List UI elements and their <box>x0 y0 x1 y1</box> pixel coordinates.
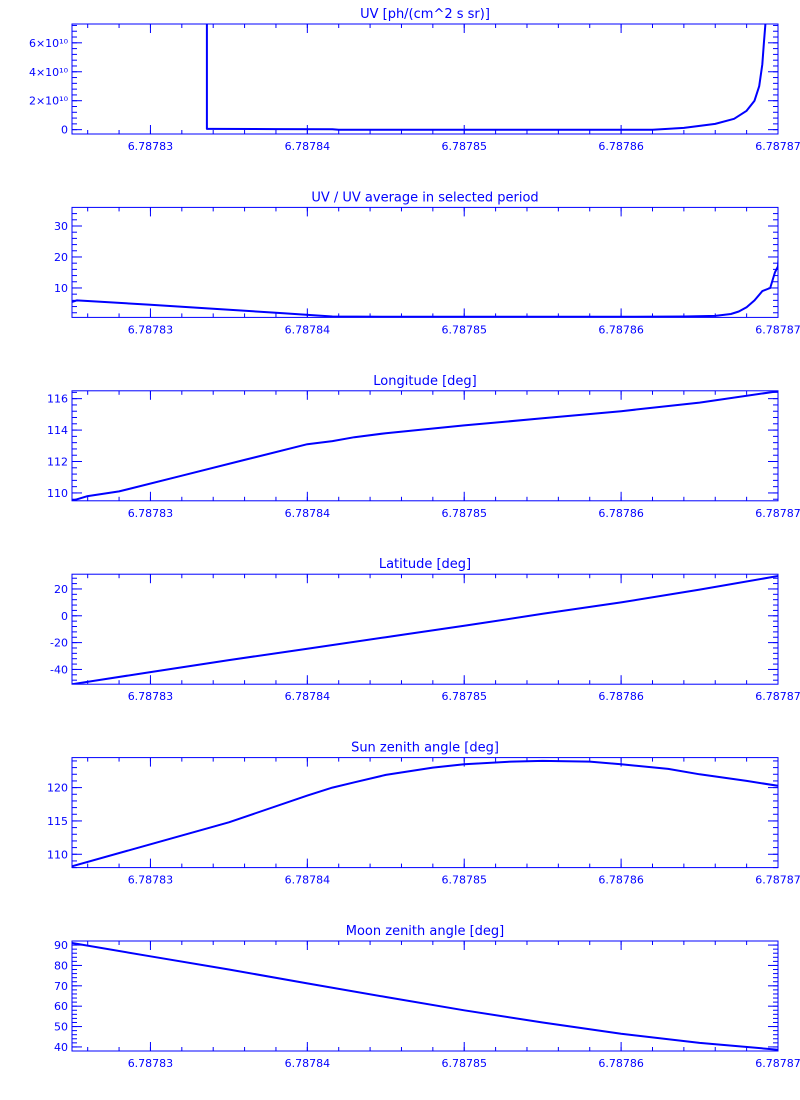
y-tick-label: 116 <box>47 393 68 406</box>
y-tick-label: 2×10¹⁰ <box>29 95 69 108</box>
chart-panel-5: Sun zenith angle [deg] 6.78783 6.78784 6.78… <box>47 741 800 887</box>
series-line <box>72 575 778 685</box>
y-tick-label: 30 <box>54 220 68 233</box>
x-tick-label: 6.78787 <box>755 1057 800 1070</box>
chart-panel-1: UV [ph/(cm^2 s sr)] 6.78783 6.78784 6.78785… <box>29 7 800 153</box>
y-tick-label: 4×10¹⁰ <box>29 66 69 79</box>
x-tick-label: 6.78784 <box>285 874 331 887</box>
y-tick-label: 120 <box>47 782 68 795</box>
x-tick-label: 6.78784 <box>285 507 331 520</box>
series-line <box>72 759 778 868</box>
x-tick-label: 6.78785 <box>441 874 487 887</box>
y-tick-label: 6×10¹⁰ <box>29 37 69 50</box>
x-tick-label: 6.78787 <box>755 690 800 703</box>
chart-title: Latitude [deg] <box>379 557 471 572</box>
y-tick-label: 115 <box>47 815 68 828</box>
x-tick-label: 6.78783 <box>128 874 174 887</box>
chart-panel-3: Longitude [deg] 6.78783 6.78784 6.78785 6.78… <box>47 374 800 520</box>
chart-title: UV / UV average in selected period <box>311 190 538 205</box>
plot-frame <box>71 757 779 869</box>
x-tick-label: 6.78785 <box>441 690 487 703</box>
x-tick-label: 6.78783 <box>128 507 174 520</box>
x-tick-label: 6.78786 <box>598 507 644 520</box>
x-tick-label: 6.78787 <box>755 323 800 336</box>
x-tick-label: 6.78784 <box>285 690 331 703</box>
chart-title: Sun zenith angle [deg] <box>351 741 499 756</box>
x-tick-label: 6.78786 <box>598 690 644 703</box>
x-tick-label: 6.78786 <box>598 323 644 336</box>
y-tick-label: 112 <box>47 456 68 469</box>
y-tick-label: 10 <box>54 282 68 295</box>
x-tick-label: 6.78783 <box>128 1057 174 1070</box>
plot-frame <box>71 23 779 135</box>
x-tick-label: 6.78786 <box>598 140 644 153</box>
y-tick-label: 90 <box>54 939 68 952</box>
x-tick-label: 6.78785 <box>441 323 487 336</box>
plot-frame <box>71 206 779 318</box>
y-tick-label: -20 <box>50 637 68 650</box>
chart-title: Moon zenith angle [deg] <box>346 924 504 939</box>
x-tick-label: 6.78783 <box>128 323 174 336</box>
y-tick-label: 110 <box>47 848 68 861</box>
series-line <box>72 250 778 318</box>
series-line <box>72 942 778 1051</box>
y-tick-label: 60 <box>54 1000 68 1013</box>
plot-frame <box>71 390 779 502</box>
x-tick-label: 6.78785 <box>441 507 487 520</box>
x-tick-label: 6.78786 <box>598 874 644 887</box>
x-tick-label: 6.78787 <box>755 140 800 153</box>
y-tick-label: 110 <box>47 487 68 500</box>
x-tick-label: 6.78784 <box>285 1057 331 1070</box>
x-tick-label: 6.78785 <box>441 1057 487 1070</box>
plot-frame <box>71 573 779 685</box>
chart-panel-4: Latitude [deg] 6.78783 6.78784 6.78785 6.787… <box>50 557 800 703</box>
y-tick-label: 114 <box>47 424 68 437</box>
series-line <box>205 24 767 131</box>
x-tick-label: 6.78786 <box>598 1057 644 1070</box>
series-line <box>72 390 778 501</box>
y-tick-label: -40 <box>50 663 68 676</box>
y-tick-label: 0 <box>61 610 68 623</box>
y-tick-label: 20 <box>54 583 68 596</box>
x-tick-label: 6.78787 <box>755 507 800 520</box>
chart-title: Longitude [deg] <box>373 374 476 389</box>
plot-frame <box>71 940 779 1052</box>
y-tick-label: 80 <box>54 959 68 972</box>
y-tick-label: 70 <box>54 980 68 993</box>
y-tick-label: 20 <box>54 251 68 264</box>
x-tick-label: 6.78785 <box>441 140 487 153</box>
x-tick-label: 6.78784 <box>285 140 331 153</box>
chart-panel-2: UV / UV average in selected period 6.7878… <box>54 190 800 336</box>
chart-panel-6: Moon zenith angle [deg] 6.78783 6.78784 6.7… <box>54 924 800 1070</box>
chart-title: UV [ph/(cm^2 s sr)] <box>360 7 490 22</box>
x-tick-label: 6.78783 <box>128 690 174 703</box>
x-tick-label: 6.78784 <box>285 323 331 336</box>
y-tick-label: 40 <box>54 1041 68 1054</box>
x-tick-label: 6.78783 <box>128 140 174 153</box>
y-tick-label: 0 <box>61 124 68 137</box>
y-tick-label: 50 <box>54 1021 68 1034</box>
x-tick-label: 6.78787 <box>755 874 800 887</box>
